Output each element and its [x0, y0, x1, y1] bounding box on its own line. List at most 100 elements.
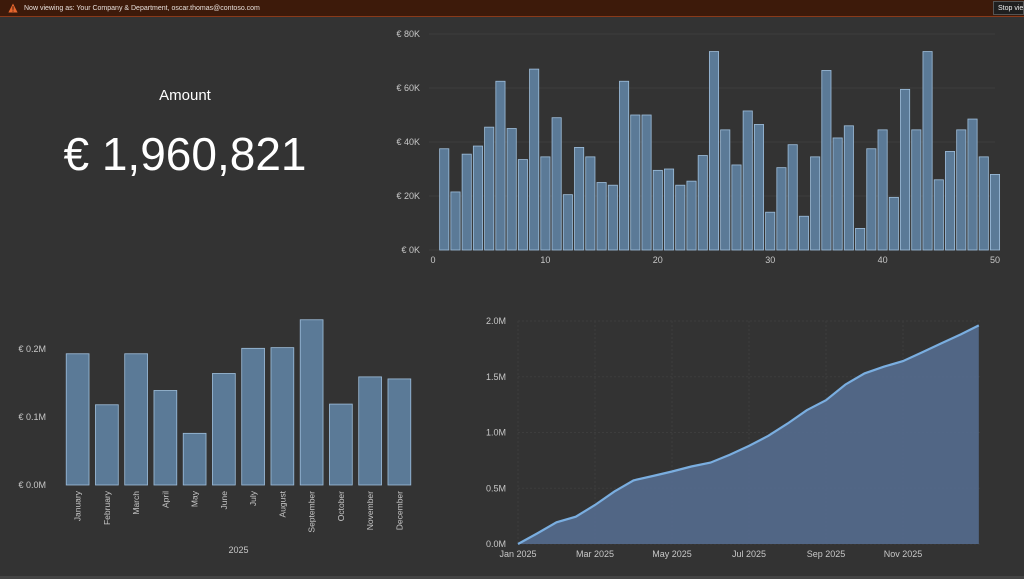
bar	[877, 129, 888, 251]
y-tick-label: € 40K	[396, 137, 420, 147]
bar	[540, 156, 551, 251]
bar	[652, 169, 663, 251]
bar	[776, 167, 787, 251]
bar	[329, 403, 353, 486]
bar	[933, 179, 944, 251]
y-tick-label: 2.0M	[486, 316, 506, 326]
bar	[641, 114, 652, 251]
bar	[472, 145, 483, 251]
bar	[922, 51, 933, 251]
x-axis-title: 2025	[228, 545, 248, 555]
x-tick-label: 10	[540, 255, 550, 265]
bar	[387, 378, 412, 486]
bar	[765, 211, 776, 251]
bar	[450, 191, 461, 251]
bar	[182, 432, 207, 486]
bar	[65, 353, 90, 486]
bar	[439, 148, 450, 251]
y-tick-label: € 0.0M	[18, 480, 46, 490]
warning-icon	[8, 3, 18, 13]
x-tick-label: April	[160, 491, 170, 508]
bar	[978, 156, 989, 251]
bar	[212, 373, 236, 486]
x-tick-label: 0	[430, 255, 435, 265]
bar	[832, 137, 843, 251]
bar	[551, 117, 562, 251]
bar	[619, 80, 630, 251]
x-tick-label: November	[365, 491, 375, 530]
y-tick-label: 1.0M	[486, 428, 506, 438]
stop-viewing-button[interactable]: Stop viewing	[993, 1, 1024, 15]
bar	[900, 88, 911, 251]
bar	[299, 319, 324, 486]
cumulative-amount-area-chart: 0.0M 0.5M 1.0M 1.5M 2.0M Jan 2025 Mar 2025 May …	[486, 316, 980, 559]
bar	[675, 184, 686, 251]
bar	[798, 215, 809, 251]
monthly-amount-bar-chart: € 0.0M € 0.1M € 0.2M January February March Ap…	[18, 319, 412, 555]
x-tick-label: October	[336, 491, 346, 521]
bar	[821, 70, 832, 251]
impersonation-banner: Now viewing as: Your Company & Departmen…	[0, 0, 1024, 17]
bar	[664, 168, 675, 251]
y-tick-label: € 0.2M	[18, 344, 46, 354]
bar	[529, 68, 540, 251]
kpi-title: Amount	[159, 87, 211, 104]
bar	[866, 148, 877, 251]
bar	[358, 376, 382, 486]
bar	[945, 151, 956, 251]
daily-amount-bar-chart: € 0K € 20K € 40K € 60K € 80K 0 10 20 30 40 50	[396, 29, 1001, 265]
bar	[787, 144, 798, 251]
bar	[855, 227, 866, 251]
bar	[967, 118, 978, 251]
bar	[484, 126, 495, 251]
x-tick-label: January	[73, 490, 83, 521]
bar	[461, 153, 472, 251]
x-tick-label: July	[248, 490, 258, 506]
bar	[574, 147, 585, 251]
bar	[888, 196, 899, 251]
y-tick-label: € 0K	[401, 245, 420, 255]
bar	[270, 347, 295, 486]
x-tick-label: 50	[990, 255, 1000, 265]
x-tick-label: June	[219, 491, 229, 510]
x-tick-label: September	[307, 491, 317, 533]
bar	[697, 155, 708, 251]
bar	[686, 180, 697, 251]
banner-text: Now viewing as: Your Company & Departmen…	[24, 4, 260, 12]
x-tick-label: 40	[878, 255, 888, 265]
x-tick-label: Jul 2025	[732, 549, 766, 559]
bar	[911, 129, 922, 251]
y-tick-label: € 0.1M	[18, 412, 46, 422]
bar	[742, 110, 753, 251]
x-tick-label: May 2025	[652, 549, 692, 559]
bar	[810, 156, 821, 251]
bar	[630, 114, 641, 251]
bar	[956, 129, 967, 251]
x-tick-label: March	[131, 491, 141, 515]
bar	[495, 80, 506, 251]
bar	[753, 124, 764, 251]
bar	[720, 129, 731, 251]
x-tick-label: Nov 2025	[884, 549, 923, 559]
bar	[607, 184, 618, 251]
bar	[153, 390, 178, 486]
x-tick-label: Mar 2025	[576, 549, 614, 559]
y-tick-label: € 20K	[396, 191, 420, 201]
series-line	[517, 324, 980, 545]
bar	[843, 125, 854, 251]
x-tick-label: Jan 2025	[499, 549, 536, 559]
bottom-divider	[0, 576, 1024, 579]
y-tick-label: 0.0M	[486, 539, 506, 549]
bar	[585, 156, 596, 251]
x-tick-label: February	[102, 490, 112, 525]
bar	[989, 173, 1001, 251]
kpi-value: € 1,960,821	[63, 128, 307, 180]
bar	[731, 164, 742, 251]
area-fill	[518, 325, 979, 544]
bar	[506, 128, 517, 251]
y-tick-label: € 80K	[396, 29, 420, 39]
x-tick-label: 30	[765, 255, 775, 265]
x-tick-label: 20	[653, 255, 663, 265]
bar	[517, 159, 528, 251]
bar	[95, 404, 119, 486]
